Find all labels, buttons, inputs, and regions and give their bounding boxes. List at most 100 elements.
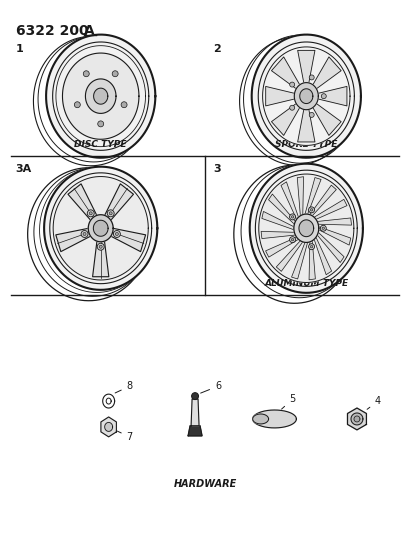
Polygon shape	[68, 184, 98, 222]
Circle shape	[319, 225, 326, 231]
Text: 6322 200: 6322 200	[16, 23, 89, 38]
Circle shape	[310, 246, 312, 248]
Circle shape	[89, 212, 92, 215]
Polygon shape	[304, 177, 320, 214]
Circle shape	[289, 214, 295, 220]
Polygon shape	[56, 228, 92, 252]
Circle shape	[308, 112, 313, 117]
Polygon shape	[258, 174, 353, 282]
Polygon shape	[350, 413, 362, 425]
Circle shape	[310, 208, 312, 211]
Polygon shape	[88, 215, 113, 242]
Circle shape	[99, 245, 102, 248]
Polygon shape	[308, 241, 315, 280]
Polygon shape	[191, 399, 198, 426]
Circle shape	[107, 210, 114, 217]
Polygon shape	[317, 218, 351, 225]
Circle shape	[291, 238, 293, 241]
Text: 8: 8	[115, 381, 133, 393]
Text: SPOKE TYPE: SPOKE TYPE	[274, 140, 337, 149]
Text: 4: 4	[366, 396, 380, 409]
Circle shape	[109, 212, 112, 215]
Polygon shape	[318, 227, 350, 245]
Circle shape	[115, 232, 118, 236]
Polygon shape	[312, 57, 340, 90]
Polygon shape	[85, 79, 116, 114]
Polygon shape	[252, 414, 268, 424]
Circle shape	[87, 210, 94, 217]
Polygon shape	[108, 228, 145, 252]
Circle shape	[291, 216, 293, 218]
Circle shape	[97, 243, 104, 250]
Text: 7: 7	[117, 431, 133, 442]
Polygon shape	[252, 410, 296, 428]
Polygon shape	[291, 243, 307, 279]
Polygon shape	[251, 35, 360, 158]
Circle shape	[74, 102, 80, 108]
Polygon shape	[265, 237, 298, 257]
Text: ALUMINUM TYPE: ALUMINUM TYPE	[264, 279, 348, 288]
Polygon shape	[262, 47, 349, 146]
Circle shape	[289, 237, 295, 243]
Circle shape	[191, 393, 198, 400]
Circle shape	[81, 230, 88, 237]
Polygon shape	[93, 220, 108, 236]
Polygon shape	[297, 177, 303, 216]
Circle shape	[289, 82, 294, 87]
Circle shape	[321, 227, 324, 229]
Circle shape	[97, 121, 103, 127]
Polygon shape	[188, 426, 202, 436]
Circle shape	[121, 102, 127, 108]
Circle shape	[112, 71, 118, 77]
Polygon shape	[276, 241, 302, 271]
Text: 1: 1	[15, 44, 23, 53]
Text: 3A: 3A	[15, 164, 31, 174]
Circle shape	[308, 75, 313, 80]
Text: HARDWARE: HARDWARE	[173, 479, 236, 489]
Polygon shape	[62, 53, 139, 139]
Polygon shape	[93, 88, 108, 104]
Polygon shape	[44, 167, 157, 290]
Polygon shape	[294, 83, 317, 110]
Text: 3: 3	[212, 164, 220, 174]
Polygon shape	[271, 57, 300, 90]
Polygon shape	[103, 184, 133, 222]
Polygon shape	[92, 239, 108, 277]
Polygon shape	[261, 231, 294, 239]
Polygon shape	[268, 194, 294, 224]
Text: DISC TYPE: DISC TYPE	[74, 140, 127, 149]
Polygon shape	[312, 103, 340, 135]
Circle shape	[321, 94, 326, 99]
Polygon shape	[53, 176, 148, 280]
Polygon shape	[313, 237, 331, 274]
Polygon shape	[316, 86, 346, 106]
Text: A: A	[83, 23, 94, 38]
Text: 6: 6	[200, 381, 220, 393]
Circle shape	[289, 105, 294, 110]
Polygon shape	[280, 182, 298, 219]
Polygon shape	[104, 423, 112, 431]
Polygon shape	[101, 417, 116, 437]
Polygon shape	[347, 408, 366, 430]
Polygon shape	[297, 108, 314, 142]
Polygon shape	[317, 232, 343, 262]
Polygon shape	[249, 164, 362, 293]
Polygon shape	[298, 220, 313, 237]
Circle shape	[308, 207, 314, 213]
Polygon shape	[299, 89, 312, 103]
Polygon shape	[265, 86, 295, 106]
Polygon shape	[353, 416, 359, 422]
Polygon shape	[46, 35, 155, 158]
Circle shape	[308, 244, 314, 249]
Circle shape	[113, 230, 120, 237]
Polygon shape	[309, 185, 335, 216]
Polygon shape	[297, 51, 314, 84]
Circle shape	[83, 232, 86, 236]
Circle shape	[83, 71, 89, 77]
Polygon shape	[271, 103, 300, 135]
Polygon shape	[313, 199, 346, 219]
Text: 2: 2	[212, 44, 220, 53]
Polygon shape	[293, 214, 318, 243]
Polygon shape	[261, 212, 293, 230]
Text: 5: 5	[281, 394, 295, 409]
